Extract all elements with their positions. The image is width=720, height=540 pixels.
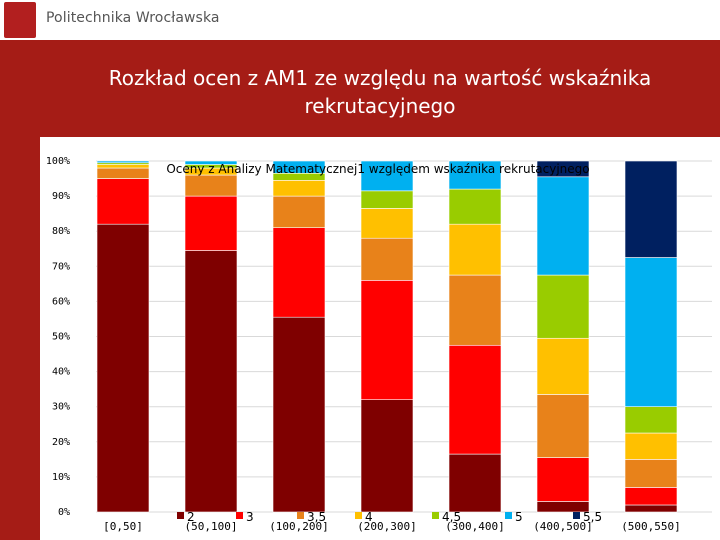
x-tick-label: (100,200] <box>269 520 329 533</box>
bar-segment-2 <box>624 504 678 513</box>
bar-segment-5 <box>184 160 238 165</box>
y-tick-label: 60% <box>52 296 70 307</box>
y-tick-label: 0% <box>58 507 70 518</box>
university-logo <box>4 2 36 38</box>
y-tick-label: 20% <box>52 437 70 448</box>
left-accent-strip <box>0 137 40 540</box>
bar-segment-3 <box>96 178 150 225</box>
legend-label-3: 3 <box>246 510 254 524</box>
bar-segment-5 <box>96 160 150 164</box>
x-tick-label: (50,100] <box>185 520 238 533</box>
bar-segment-2 <box>536 501 590 513</box>
legend-swatch-5-5 <box>573 512 580 519</box>
x-tick-label: (400,500] <box>533 520 593 533</box>
bar-segment-3 <box>184 195 238 251</box>
y-tick-label: 40% <box>52 367 70 378</box>
legend-label-5-5: 5,5 <box>583 510 602 524</box>
chart-title: Oceny z Analizy Matematycznej1 względem … <box>166 162 589 176</box>
legend-swatch-3 <box>236 512 243 519</box>
x-tick-label: [0,50] <box>103 520 143 533</box>
x-tick-label: (300,400] <box>445 520 505 533</box>
title-banner <box>0 40 720 137</box>
y-tick-label: 70% <box>52 261 70 272</box>
slide-title-line1: Rozkład ocen z AM1 ze względu na wartość… <box>108 66 652 90</box>
x-tick-label: (500,550] <box>621 520 681 533</box>
legend-label-4-5: 4,5 <box>442 510 461 524</box>
legend-swatch-3-5 <box>297 512 304 519</box>
legend-label-4: 4 <box>365 510 373 524</box>
legend-swatch-2 <box>177 512 184 519</box>
bar-segment-4-5 <box>448 188 502 225</box>
bar-segment-2 <box>448 453 502 513</box>
bar-segment-3 <box>536 457 590 502</box>
bar-segment-5 <box>448 160 502 190</box>
bar-segment-2 <box>360 399 414 513</box>
university-name: Politechnika Wrocławska <box>46 10 220 26</box>
bar-segment-4 <box>96 164 150 169</box>
bar-segment-4 <box>448 223 502 276</box>
bar-segment-3-5 <box>272 195 326 228</box>
bar-segment-3-5 <box>448 274 502 346</box>
bar-segment-2 <box>96 223 150 513</box>
bar-segment-3 <box>360 280 414 400</box>
header-bar: Politechnika Wrocławska <box>0 0 720 40</box>
legend-label-3-5: 3,5 <box>307 510 326 524</box>
bar-segment-4 <box>624 432 678 460</box>
bar-segment-2 <box>184 250 238 513</box>
legend-swatch-5 <box>505 512 512 519</box>
bar-segment-5-5 <box>624 160 678 258</box>
y-tick-label: 10% <box>52 472 70 483</box>
bar-segment-5 <box>360 160 414 192</box>
legend-label-5: 5 <box>515 510 523 524</box>
bar-segment-3 <box>448 344 502 455</box>
legend-swatch-4-5 <box>432 512 439 519</box>
bar-segment-4 <box>360 208 414 239</box>
bar-segment-4 <box>536 337 590 395</box>
bar-segment-5 <box>536 176 590 276</box>
bar-segment-4 <box>272 180 326 197</box>
bar-segment-5 <box>624 257 678 407</box>
y-tick-label: 50% <box>52 332 70 343</box>
bar-segment-5-5 <box>536 160 590 178</box>
y-tick-label: 30% <box>52 402 70 413</box>
bar-segment-3-5 <box>624 459 678 488</box>
y-tick-label: 80% <box>52 226 70 237</box>
bar-segment-4-5 <box>536 274 590 339</box>
bar-segment-4-5 <box>360 190 414 209</box>
slide-title-line2: rekrutacyjnego <box>304 94 456 118</box>
bar-segment-4-5 <box>624 406 678 434</box>
bar-segment-3-5 <box>184 174 238 197</box>
y-tick-label: 90% <box>52 191 70 202</box>
slide-title: Rozkład ocen z AM1 ze względu na wartość… <box>40 64 720 120</box>
bar-segment-3-5 <box>360 237 414 281</box>
bar-segment-3 <box>272 227 326 318</box>
bar-segment-3 <box>624 487 678 506</box>
y-tick-label: 100% <box>46 156 70 167</box>
x-tick-label: (200,300] <box>357 520 417 533</box>
bar-segment-5 <box>272 160 326 174</box>
legend-swatch-4 <box>355 512 362 519</box>
bar-segment-3-5 <box>96 167 150 179</box>
bar-segment-3-5 <box>536 394 590 458</box>
legend-label-2: 2 <box>187 510 195 524</box>
bar-segment-2 <box>272 316 326 513</box>
